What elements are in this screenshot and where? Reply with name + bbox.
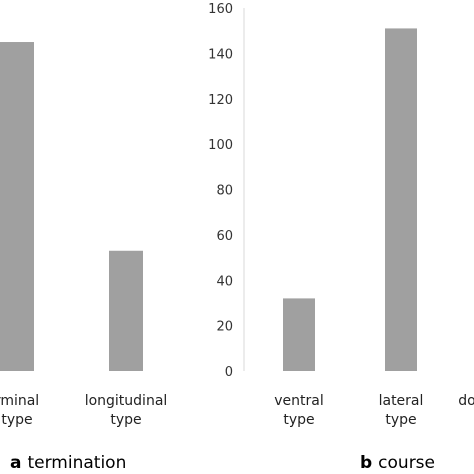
y-tick-label: 140 <box>208 47 233 62</box>
bar-b-0 <box>283 298 315 371</box>
panel-caption-letter: b <box>360 453 372 473</box>
category-label-line2: type <box>283 412 314 428</box>
category-label-line2: type <box>385 412 416 428</box>
y-tick-label: 40 <box>216 274 233 289</box>
y-tick-label: 80 <box>216 184 233 199</box>
panel-caption: b course <box>360 453 435 473</box>
panel-caption-word: termination <box>27 453 126 473</box>
panel-caption-letter: a <box>10 453 21 473</box>
category-label-line2: type <box>110 412 141 428</box>
panel-a-chart: rminal type longitudinal type a termination <box>0 42 167 473</box>
category-label-line1: rminal <box>0 393 39 409</box>
category-label-line1: ventral <box>274 393 324 409</box>
bar-b-1 <box>385 28 417 371</box>
category-label-line1: do <box>458 393 474 409</box>
bar-a-1 <box>109 250 143 371</box>
y-tick-label: 20 <box>216 320 233 335</box>
y-tick-label: 0 <box>225 365 233 380</box>
panel-caption: a termination <box>10 453 126 473</box>
panel-caption-word: course <box>378 453 435 473</box>
y-tick-label: 160 <box>208 2 233 17</box>
y-tick-label: 60 <box>216 229 233 244</box>
category-label-line2: type <box>1 412 32 428</box>
y-tick-label: 100 <box>208 138 233 153</box>
category-label-line1: longitudinal <box>85 393 168 409</box>
y-tick-label: 120 <box>208 93 233 108</box>
panel-b-chart: 0 20 40 60 80 100 120 140 160 ventral type lateral t… <box>208 2 474 473</box>
bar-a-0 <box>0 42 34 371</box>
category-label-line1: lateral <box>379 393 424 409</box>
